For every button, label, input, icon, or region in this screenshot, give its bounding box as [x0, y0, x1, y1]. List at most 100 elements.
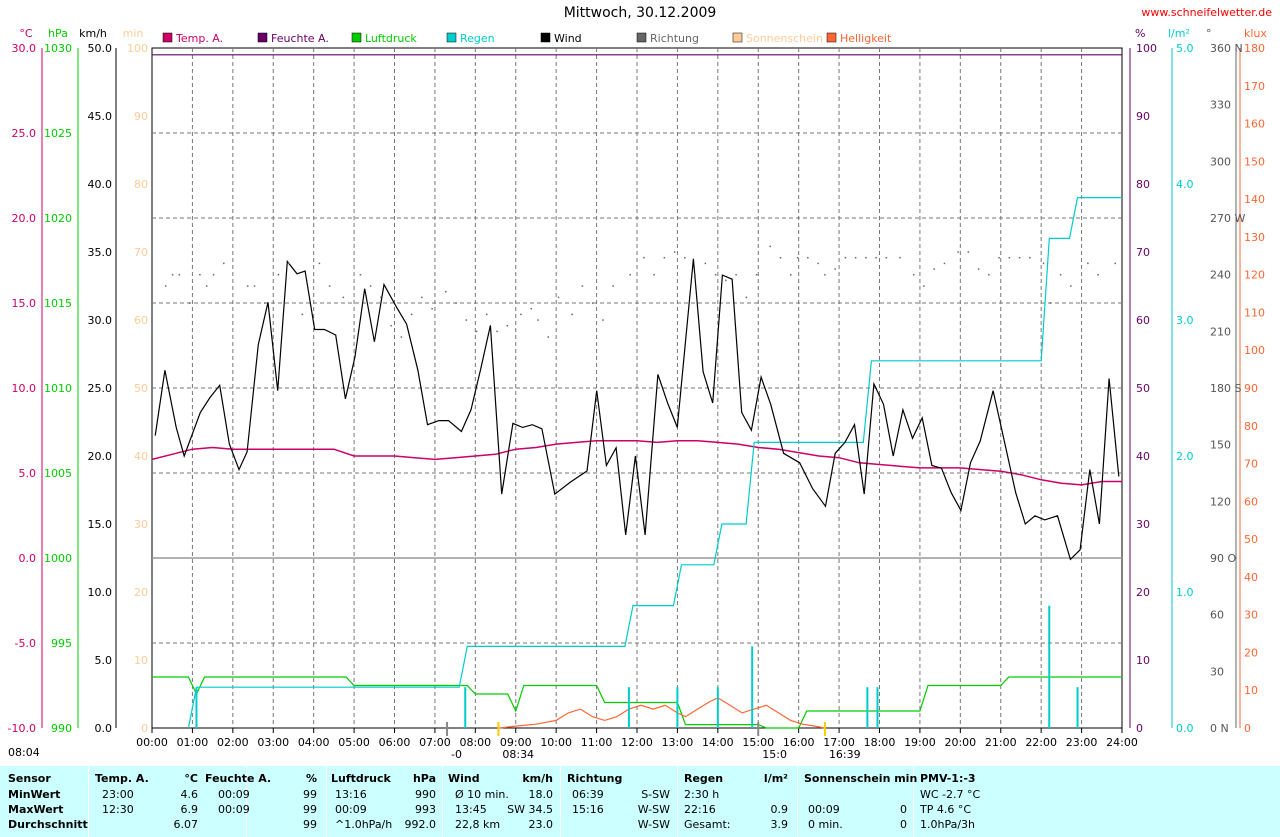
header-hum: Feuchte A.: [205, 772, 272, 785]
legend-item: Regen: [446, 32, 495, 45]
press-axis-tick: 990: [51, 722, 72, 735]
hum-axis-tick: 80: [1136, 178, 1150, 191]
wind-axis-tick: 0.0: [95, 722, 113, 735]
bright-axis-tick: 60: [1244, 495, 1258, 508]
direction-point: [1018, 256, 1021, 259]
x-tick: 17:00: [823, 736, 855, 749]
bright-axis-tick: 40: [1244, 571, 1258, 584]
direction-point: [277, 273, 280, 276]
hum-value: 99: [303, 803, 317, 816]
column-separator: [246, 766, 247, 837]
bright-axis-tick: 170: [1244, 80, 1265, 93]
pmv-value: 1.0hPa/3h: [920, 818, 976, 831]
press-axis-tick: 1010: [44, 382, 72, 395]
direction-point: [967, 251, 970, 253]
legend-item: Sonnenschein: [732, 32, 823, 45]
press-axis-tick: 1020: [44, 212, 72, 225]
direction-point: [445, 290, 447, 293]
direction-point: [591, 302, 594, 304]
wind-time: 22,8 km: [455, 818, 501, 831]
temp-a--line: [151, 439, 1122, 486]
row-label: Durchschnitt: [8, 818, 88, 831]
time-marker-label: 16:39: [829, 748, 861, 761]
time-markers: -0 08:34 15:0 16:39: [446, 722, 861, 761]
hum-axis-tick: 100: [1136, 42, 1157, 55]
rain-axis-tick: 2.0: [1176, 450, 1194, 463]
dir-axis-tick: 0 N: [1210, 722, 1229, 735]
direction-point: [807, 256, 809, 259]
temp-axis-tick: 0.0: [19, 552, 37, 565]
press-time: ^1.0hPa/h: [335, 818, 393, 831]
chart-legend: Temp. A. Feuchte A. Luftdruck Regen Wind Rich…: [162, 32, 892, 45]
header-pmv: PMV-1:-3: [920, 772, 976, 785]
rain-time: 2:30 h: [684, 788, 720, 801]
wind-value: SW 34.5: [507, 803, 553, 816]
direction-point: [359, 273, 362, 276]
direction-point: [400, 336, 403, 338]
direction-point: [933, 268, 935, 270]
bright-axis-tick: 150: [1244, 155, 1265, 168]
direction-point: [643, 256, 645, 259]
direction-point: [1059, 273, 1062, 276]
direction-point: [421, 296, 423, 299]
direction-point: [943, 262, 946, 265]
x-tick: 19:00: [904, 736, 936, 749]
direction-point: [714, 273, 717, 276]
dir-axis-tick: 360 N: [1210, 42, 1243, 55]
sun-axis-tick: 0: [141, 722, 148, 735]
direction-point: [557, 296, 560, 299]
x-tick: 11:00: [581, 736, 613, 749]
direction-point: [977, 268, 980, 270]
legend-item: Wind: [540, 32, 582, 45]
header-rain: Regen: [684, 772, 724, 785]
wind-axis-tick: 45.0: [88, 110, 113, 123]
x-tick: 21:00: [985, 736, 1017, 749]
x-tick: 14:00: [702, 736, 734, 749]
direction-point: [885, 256, 888, 259]
direction-point: [301, 313, 304, 316]
legend-label: Temp. A.: [175, 32, 223, 45]
hum-time: 00:09: [218, 803, 250, 816]
legend-swatch: [257, 32, 268, 43]
x-tick: 13:00: [662, 736, 694, 749]
direction-point: [342, 296, 345, 299]
dir-value: W-SW: [637, 803, 670, 816]
x-axis: 00:00 01:00 02:00 03:00 04:00 05:00 06:00 07:00…: [136, 728, 1138, 749]
x-tick: 15:00: [742, 736, 774, 749]
legend-label: Sonnenschein: [746, 32, 823, 45]
direction-point: [673, 251, 676, 253]
temp-value: 4.6: [180, 788, 199, 801]
x-tick: 16:00: [783, 736, 815, 749]
wind-axis-tick: 15.0: [88, 518, 113, 531]
x-tick: 20:00: [944, 736, 976, 749]
dir-axis-unit: °: [1206, 27, 1212, 40]
x-tick: 18:00: [864, 736, 896, 749]
direction-point: [475, 330, 478, 333]
direction-point: [520, 313, 522, 316]
sun-axis-tick: 20: [134, 586, 148, 599]
direction-point: [735, 273, 737, 276]
direction-point: [694, 273, 696, 276]
header-rain-unit: l/m²: [763, 772, 788, 785]
bright-axis-tick: 0: [1244, 722, 1251, 735]
header-temp-unit: °C: [184, 772, 198, 785]
sun-axis-tick: 40: [134, 450, 148, 463]
press-axis-tick: 1015: [44, 297, 72, 310]
direction-point: [530, 307, 532, 310]
column-separator: [797, 766, 798, 837]
site-link[interactable]: www.schneifelwetter.de: [1141, 6, 1272, 19]
direction-point: [663, 256, 666, 259]
bright-axis-tick: 50: [1244, 533, 1258, 546]
legend-swatch: [826, 32, 837, 43]
direction-point: [1029, 256, 1031, 259]
bright-axis-tick: 180: [1244, 42, 1265, 55]
x-tick: 07:00: [419, 736, 451, 749]
rain-time: 22:16: [684, 803, 716, 816]
dir-axis-tick: 150: [1210, 439, 1231, 452]
direction-point: [581, 285, 584, 287]
sun-axis-unit: min: [123, 27, 144, 40]
x-tick: 12:00: [621, 736, 653, 749]
bright-axis-tick: 70: [1244, 458, 1258, 471]
direction-point: [725, 279, 727, 282]
direction-point: [223, 262, 225, 265]
